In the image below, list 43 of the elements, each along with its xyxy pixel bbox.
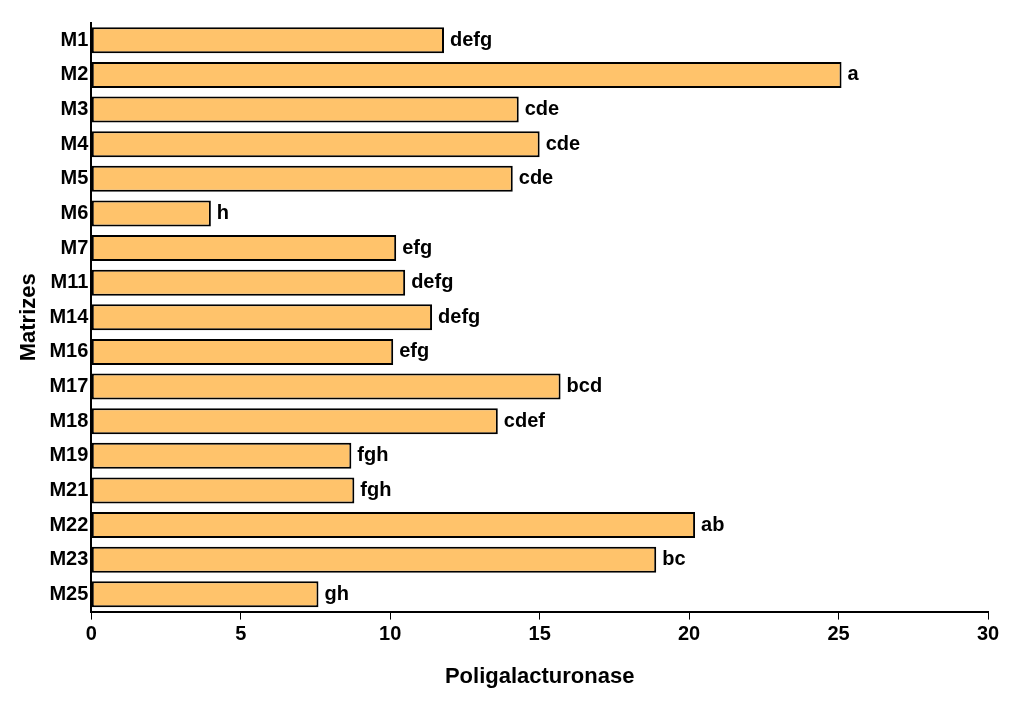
x-tick-label: 20 bbox=[677, 622, 701, 645]
y-tick-label: M1 bbox=[60, 27, 89, 50]
y-tick-label: M3 bbox=[60, 97, 89, 120]
y-tick-label: M21 bbox=[49, 477, 89, 500]
data-label: fgh bbox=[357, 443, 389, 466]
y-tick-label: M16 bbox=[49, 339, 89, 362]
y-tick-label: M6 bbox=[60, 200, 89, 223]
y-tick-label: M7 bbox=[60, 235, 89, 258]
data-label: defg bbox=[438, 304, 481, 327]
data-label: bcd bbox=[566, 374, 603, 397]
y-tick-label: M25 bbox=[49, 581, 89, 604]
y-tick-label: M14 bbox=[49, 304, 90, 327]
y-tick-label: M18 bbox=[49, 408, 89, 431]
data-label: cde bbox=[524, 97, 560, 120]
data-label: cde bbox=[545, 131, 581, 154]
x-tick-label: 25 bbox=[827, 622, 850, 645]
data-label: efg bbox=[399, 339, 430, 362]
data-label: cde bbox=[518, 166, 554, 189]
y-tick-label: M11 bbox=[50, 270, 89, 293]
y-tick-label: M17 bbox=[49, 374, 89, 397]
x-tick-label: 15 bbox=[528, 622, 551, 645]
x-tick-label: 30 bbox=[976, 622, 1000, 645]
x-tick-label: 5 bbox=[235, 622, 247, 645]
y-axis-title: Matrizes bbox=[15, 273, 41, 362]
y-tick-label: M23 bbox=[49, 547, 89, 570]
x-tick-label: 0 bbox=[85, 622, 97, 645]
data-label: h bbox=[216, 200, 230, 223]
data-label: efg bbox=[402, 235, 433, 258]
y-tick-label: M2 bbox=[60, 62, 89, 85]
y-tick-label: M5 bbox=[60, 166, 89, 189]
y-tick-label: M4 bbox=[60, 131, 90, 154]
data-label: a bbox=[847, 62, 860, 85]
x-tick-label: 10 bbox=[379, 622, 402, 645]
y-tick-label: M22 bbox=[49, 512, 89, 535]
data-label: fgh bbox=[360, 477, 392, 500]
data-label: defg bbox=[411, 270, 454, 293]
data-label: cdef bbox=[503, 408, 546, 431]
data-label: defg bbox=[450, 27, 493, 50]
y-tick-label: M19 bbox=[49, 443, 89, 466]
x-axis-title: Poligalacturonase bbox=[444, 662, 635, 688]
data-label: ab bbox=[701, 512, 725, 535]
data-label: bc bbox=[662, 547, 686, 570]
data-label: gh bbox=[324, 581, 349, 604]
